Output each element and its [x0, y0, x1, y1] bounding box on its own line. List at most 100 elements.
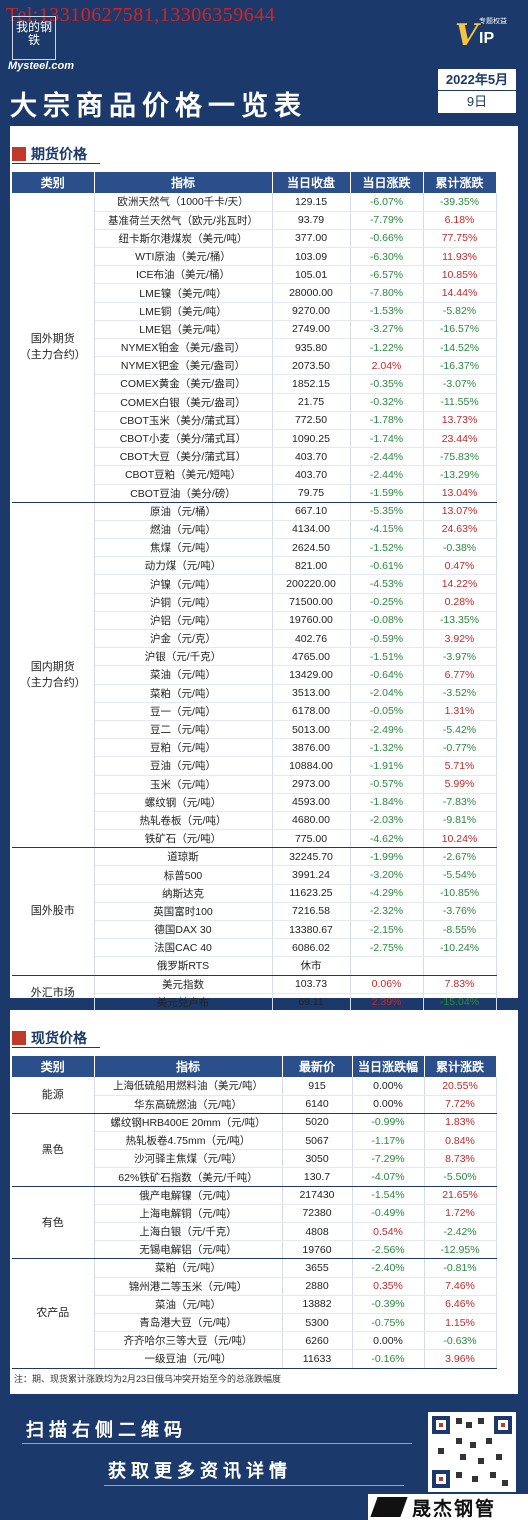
indicator-cell: 菜粕（元/吨）: [94, 684, 273, 703]
daily-change-cell: -0.75%: [352, 1313, 425, 1333]
price-cell: 1852.15: [272, 374, 351, 394]
daily-change-cell: -0.66%: [350, 229, 424, 249]
cumulative-change-cell: -2.42%: [424, 1222, 497, 1242]
price-cell: 1090.25: [272, 429, 351, 449]
daily-change-cell: -0.32%: [350, 393, 424, 412]
price-cell: 402.76: [272, 629, 351, 649]
cumulative-change-cell: -0.63%: [424, 1331, 497, 1351]
indicator-cell: 豆二（元/吨）: [94, 720, 273, 740]
indicator-cell: 美元指数: [94, 975, 273, 994]
cumulative-change-cell: -5.54%: [423, 865, 497, 885]
indicator-cell: 动力煤（元/吨）: [94, 556, 273, 576]
table-row: 德国DAX 30 13380.67 -2.15% -8.55%: [12, 920, 497, 940]
price-cell: 71500.00: [272, 593, 351, 612]
price-cell: 10884.00: [272, 756, 351, 776]
cumulative-change-cell: -3.76%: [423, 902, 497, 922]
column-header: 指标: [94, 172, 273, 193]
table-row: 华东高硫燃油（元/吨） 6140 0.00% 7.72%: [12, 1095, 497, 1114]
daily-change-cell: -0.08%: [350, 611, 424, 631]
price-cell: 775.00: [272, 829, 351, 849]
section-marker-icon: [12, 1031, 26, 1045]
spot-section-title: 现货价格: [31, 1030, 87, 1046]
indicator-cell: LME铜（美元/吨）: [94, 302, 273, 321]
indicator-cell: NYMEX钯金（美元/盎司）: [94, 356, 273, 376]
brand-name: 晟杰钢管: [412, 1498, 497, 1520]
spot-section-header: 现货价格: [12, 1028, 87, 1048]
table-row: 基准荷兰天然气（欧元/兆瓦时） 93.79 -7.79% 6.18%: [12, 211, 497, 230]
daily-change-cell: -1.53%: [350, 302, 424, 321]
indicator-cell: 菜油（元/吨）: [94, 665, 273, 685]
price-cell: 4765.00: [272, 647, 351, 667]
indicator-cell: 一级豆油（元/吨）: [94, 1349, 283, 1369]
price-cell: 821.00: [272, 556, 351, 576]
cumulative-change-cell: [423, 956, 497, 976]
daily-change-cell: -1.54%: [352, 1186, 425, 1205]
cumulative-change-cell: 8.73%: [424, 1149, 497, 1169]
table-row: 上海白银（元/千克） 4808 0.54% -2.42%: [12, 1222, 497, 1242]
daily-change-cell: -2.04%: [350, 684, 424, 703]
qr-code[interactable]: [428, 1412, 516, 1492]
indicator-cell: COMEX白银（美元/盎司）: [94, 393, 273, 412]
table-row: 豆一（元/吨） 6178.00 -0.05% 1.31%: [12, 702, 497, 721]
indicator-cell: 菜粕（元/吨）: [94, 1258, 283, 1278]
indicator-cell: 美元兑卢布: [94, 993, 273, 1012]
price-cell: 19760.00: [272, 611, 351, 631]
table-row: 沙河驿主焦煤（元/吨） 3050 -7.29% 8.73%: [12, 1149, 497, 1169]
cumulative-change-cell: 0.47%: [423, 556, 497, 576]
price-cell: 9270.00: [272, 302, 351, 321]
cumulative-change-cell: -8.55%: [423, 920, 497, 940]
table-row: CBOT小麦（美分/蒲式耳） 1090.25 -1.74% 23.44%: [12, 429, 497, 449]
price-cell: 2749.00: [272, 320, 351, 340]
category-label: 外汇市场: [30, 987, 75, 1000]
daily-change-cell: 2.39%: [350, 993, 424, 1012]
table-row: 美元兑卢布 69.11 2.39% -15.04%: [12, 993, 497, 1012]
indicator-cell: 上海白银（元/千克）: [94, 1222, 283, 1242]
column-header: 类别: [12, 1056, 95, 1077]
price-cell: 200220.00: [272, 574, 351, 594]
date-box: 2022年5月 9日: [437, 68, 517, 114]
table-row: 沪铜（元/吨） 71500.00 -0.25% 0.28%: [12, 593, 497, 612]
daily-change-cell: -6.30%: [350, 247, 424, 267]
indicator-cell: 德国DAX 30: [94, 920, 273, 940]
spot-table: 类别 指标 最新价 当日涨跌幅 累计涨跌 能源 上海低硫船用燃料油（美元/吨） 915 0.0…: [12, 1056, 497, 1369]
cumulative-change-cell: -3.97%: [423, 647, 497, 667]
category-cell: 国外股市: [12, 847, 95, 976]
cumulative-change-cell: -9.81%: [423, 811, 497, 831]
column-header: 最新价: [282, 1056, 353, 1077]
date-day: 9日: [466, 94, 488, 109]
cumulative-change-cell: 21.65%: [424, 1186, 497, 1205]
table-row: 能源 上海低硫船用燃料油（美元/吨） 915 0.00% 20.55%: [12, 1077, 497, 1114]
cumulative-change-cell: -75.83%: [423, 447, 497, 467]
cumulative-change-cell: -3.52%: [423, 684, 497, 703]
daily-change-cell: -0.57%: [350, 775, 424, 794]
daily-change-cell: -0.61%: [350, 556, 424, 576]
cumulative-change-cell: 13.73%: [423, 411, 497, 430]
daily-change-cell: 2.04%: [350, 356, 424, 376]
category-label: 国内期货: [30, 660, 75, 673]
table-row: 英国富时100 7216.58 -2.32% -3.76%: [12, 902, 497, 922]
cumulative-change-cell: -13.29%: [423, 465, 497, 485]
price-cell: 19760: [282, 1240, 353, 1260]
category-label: 国外期货: [30, 333, 75, 346]
indicator-cell: 62%铁矿石指数（美元/千吨）: [94, 1167, 283, 1187]
table-row: NYMEX钯金（美元/盎司） 2073.50 2.04% -16.37%: [12, 356, 497, 376]
indicator-cell: CBOT豆粕（美元/短吨）: [94, 465, 273, 485]
table-row: 动力煤（元/吨） 821.00 -0.61% 0.47%: [12, 556, 497, 576]
indicator-cell: 热轧板卷4.75mm（元/吨）: [94, 1131, 283, 1151]
cumulative-change-cell: 1.72%: [424, 1204, 497, 1224]
vip-badge: V 专题权益 IP: [455, 16, 515, 53]
price-cell: 32245.70: [272, 847, 351, 867]
price-cell: 6086.02: [272, 938, 351, 958]
indicator-cell: 沪金（元/克）: [94, 629, 273, 649]
cumulative-change-cell: 1.31%: [423, 702, 497, 721]
cumulative-change-cell: 5.99%: [423, 775, 497, 794]
brand-logo: 晟杰钢管: [368, 1494, 528, 1520]
table-row: 菜油（元/吨） 13882 -0.39% 6.46%: [12, 1295, 497, 1314]
cumulative-change-cell: -39.35%: [423, 193, 497, 212]
daily-change-cell: -7.79%: [350, 211, 424, 230]
indicator-cell: 上海低硫船用燃料油（美元/吨）: [94, 1077, 283, 1096]
price-cell: 69.11: [272, 993, 351, 1012]
price-cell: 2624.50: [272, 538, 351, 558]
daily-change-cell: -2.32%: [350, 902, 424, 922]
indicator-cell: 焦煤（元/吨）: [94, 538, 273, 558]
